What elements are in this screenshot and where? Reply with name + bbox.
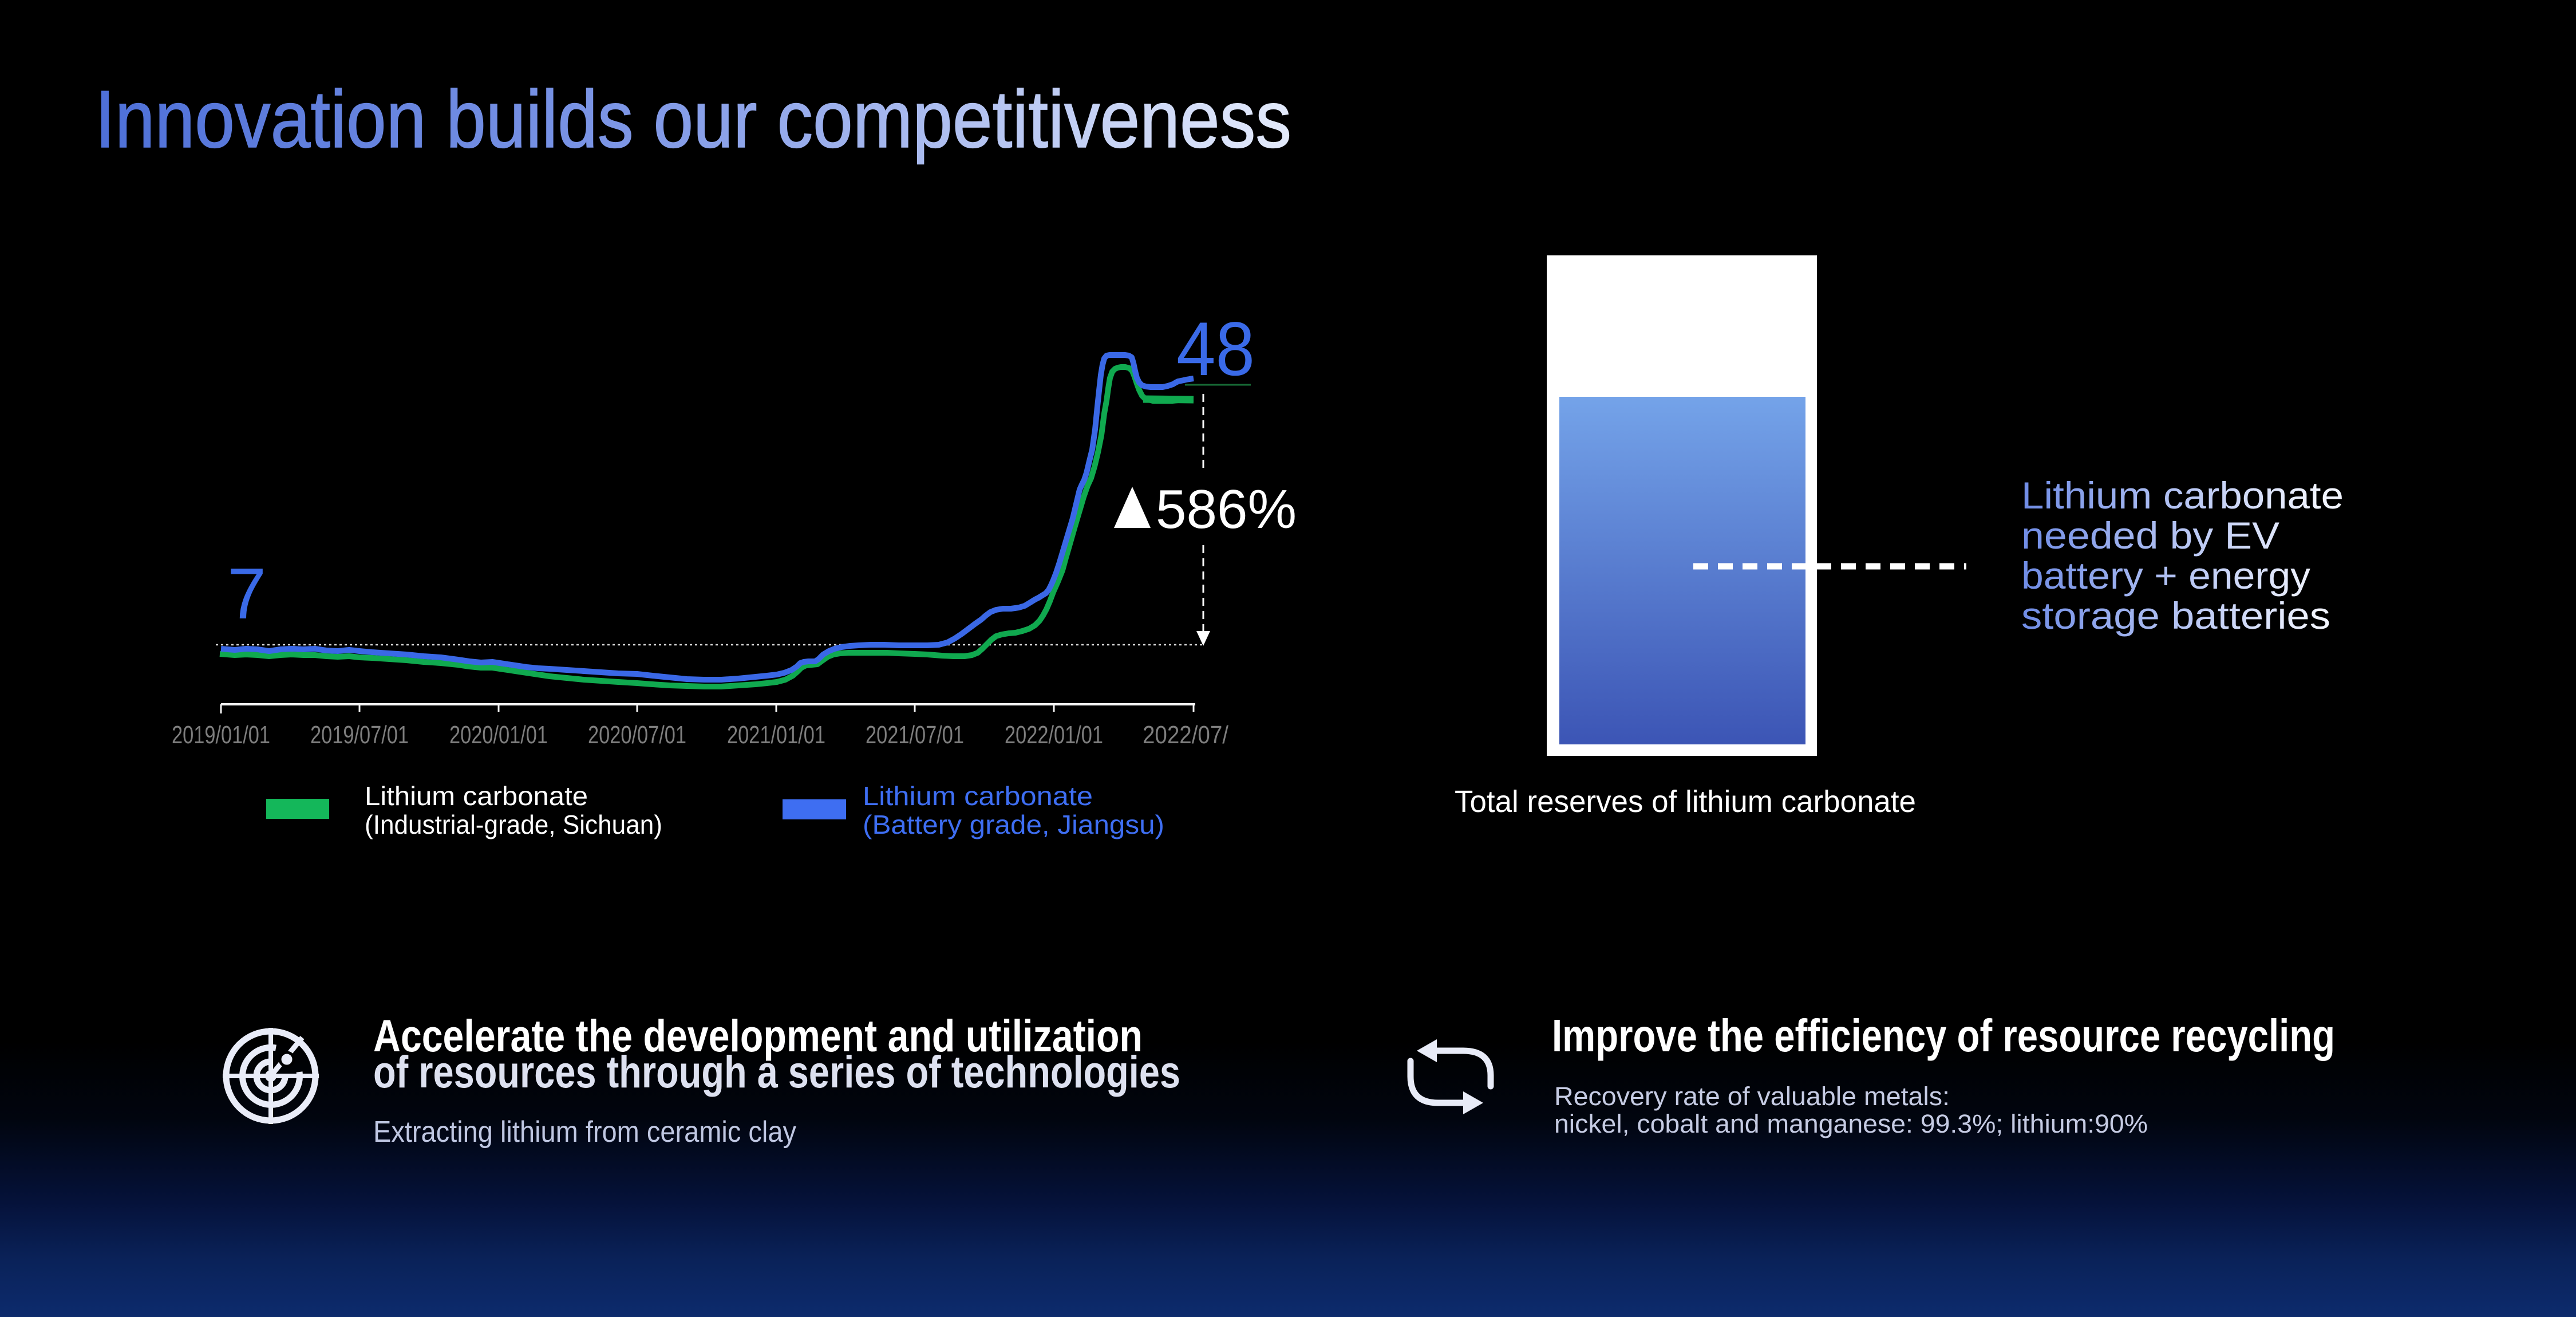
svg-text:2021/01/01: 2021/01/01: [727, 721, 825, 749]
svg-text:storage batteries: storage batteries: [2021, 594, 2330, 637]
svg-text:Improve the efficiency of reso: Improve the efficiency of resource recyc…: [1552, 1010, 2335, 1061]
svg-text:Accelerate the development and: Accelerate the development and utilizati…: [373, 1010, 1143, 1061]
svg-text:Extracting lithium from cerami: Extracting lithium from ceramic clay: [373, 1115, 796, 1149]
svg-text:2020/07/01: 2020/07/01: [588, 721, 686, 749]
svg-text:Total reserves of lithium carb: Total reserves of lithium carbonate: [1455, 784, 1916, 819]
svg-text:2019/01/01: 2019/01/01: [172, 721, 270, 749]
svg-text:Lithium carbonate: Lithium carbonate: [365, 781, 588, 811]
svg-text:nickel, cobalt and manganese:: nickel, cobalt and manganese: 99.3%; lit…: [1554, 1109, 2148, 1138]
svg-text:Lithium carbonate: Lithium carbonate: [863, 781, 1093, 811]
svg-text:2021/07/01: 2021/07/01: [866, 721, 964, 749]
svg-text:battery + energy: battery + energy: [2021, 554, 2310, 597]
svg-text:Recovery rate of valuable meta: Recovery rate of valuable metals:: [1554, 1082, 1950, 1111]
svg-text:48: 48: [1176, 307, 1255, 392]
svg-text:586%: 586%: [1156, 479, 1297, 540]
svg-text:(Battery grade, Jiangsu): (Battery grade, Jiangsu): [863, 810, 1164, 839]
svg-text:Innovation builds our competit: Innovation builds our competitiveness: [95, 74, 1291, 165]
svg-text:2022/07/: 2022/07/: [1143, 721, 1229, 749]
svg-text:2019/07/01: 2019/07/01: [310, 721, 409, 749]
svg-text:7: 7: [227, 553, 266, 634]
svg-text:needed by EV: needed by EV: [2021, 514, 2279, 557]
svg-text:Lithium carbonate: Lithium carbonate: [2021, 474, 2344, 516]
svg-text:2020/01/01: 2020/01/01: [449, 721, 548, 749]
svg-text:2022/01/01: 2022/01/01: [1005, 721, 1103, 749]
svg-text:of resources through a series: of resources through a series of technol…: [373, 1046, 1180, 1097]
svg-text:(Industrial-grade, Sichuan): (Industrial-grade, Sichuan): [365, 810, 662, 839]
